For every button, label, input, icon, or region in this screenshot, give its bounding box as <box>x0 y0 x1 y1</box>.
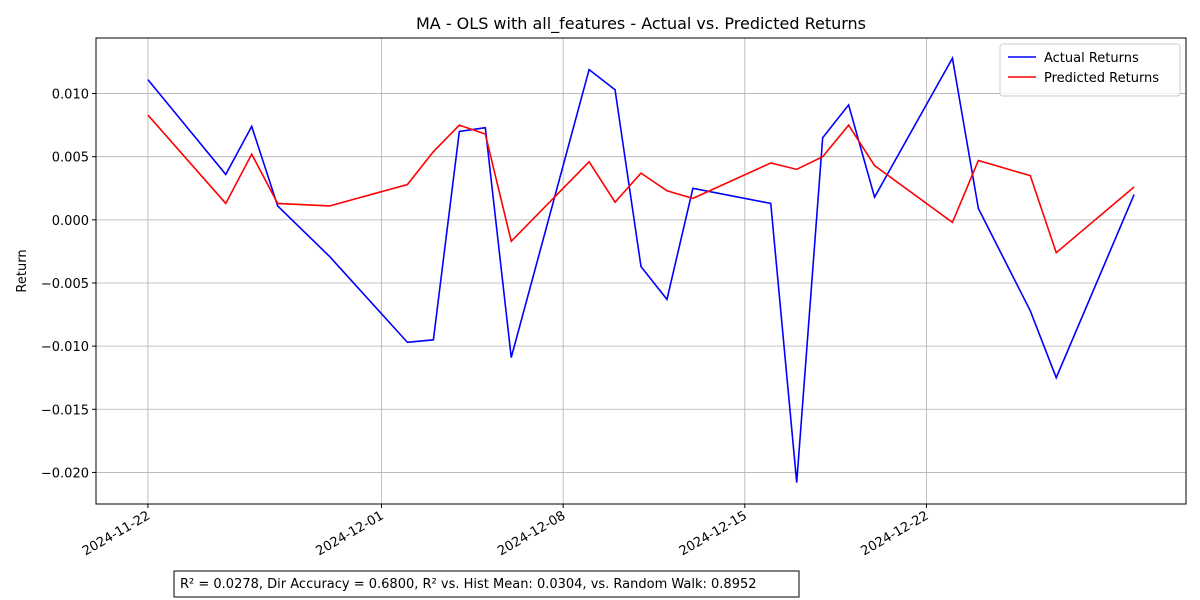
y-tick-label: −0.010 <box>41 340 89 355</box>
y-axis-label: Return <box>15 249 30 292</box>
legend: Actual Returns Predicted Returns <box>999 43 1181 97</box>
annotation: R² = 0.0278, Dir Accuracy = 0.6800, R² v… <box>180 577 757 592</box>
x-tick-label: 2024-12-15 <box>677 508 750 559</box>
chart-title: MA - OLS with all_features - Actual vs. … <box>416 14 866 34</box>
y-tick-label: −0.020 <box>41 466 89 481</box>
y-tick-label: −0.015 <box>41 403 89 418</box>
series-line <box>147 55 1135 483</box>
annotation-box <box>173 570 800 598</box>
y-tick-label: −0.005 <box>41 277 89 292</box>
plot-frame <box>95 37 1187 505</box>
x-tick-label: 2024-12-08 <box>495 508 568 559</box>
y-tick-label: 0.005 <box>52 151 89 166</box>
x-tick-label: 2024-11-22 <box>80 508 153 559</box>
legend-label: Predicted Returns <box>1044 71 1159 86</box>
series-line <box>147 114 1135 255</box>
legend-label: Actual Returns <box>1044 51 1139 66</box>
legend-box <box>999 43 1181 97</box>
y-tick-label: 0.000 <box>52 214 89 229</box>
x-tick-label: 2024-12-22 <box>859 508 932 559</box>
y-tick-label: 0.010 <box>52 88 89 103</box>
x-tick-label: 2024-12-01 <box>314 508 387 559</box>
